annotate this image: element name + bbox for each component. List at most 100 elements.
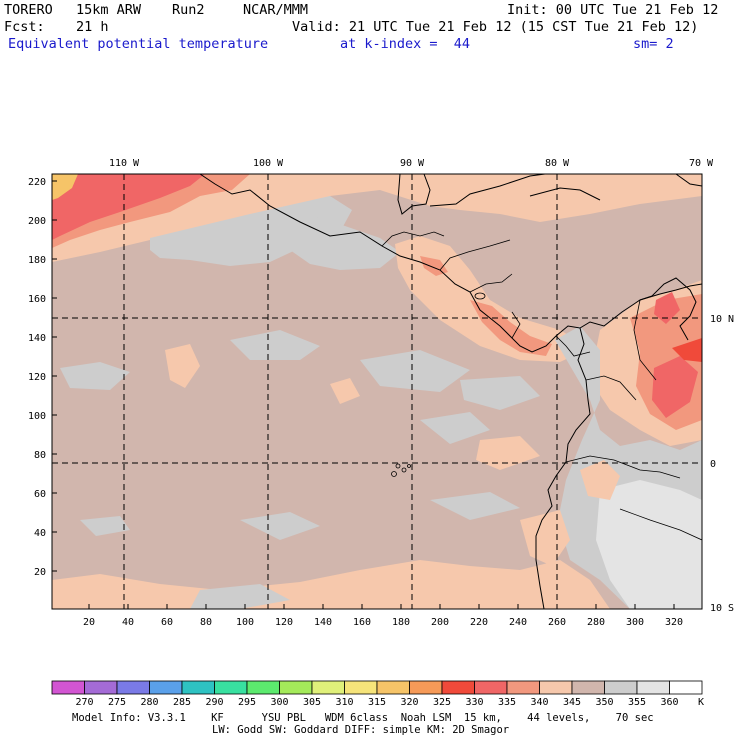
lon-label-90w: 90 W <box>400 158 425 169</box>
right-latitude-labels: 10 N 0 10 S <box>710 314 734 614</box>
y-label-100: 100 <box>28 411 46 422</box>
x-label-300: 300 <box>626 617 644 628</box>
coastline-cuba <box>529 187 601 201</box>
colorbar-swatch <box>51 680 85 695</box>
border-nicaragua <box>469 273 513 293</box>
colorbar-label: 350 <box>595 697 613 708</box>
field-340-north <box>52 174 702 262</box>
field-350-patch-8 <box>80 516 130 536</box>
colorbar-label: 335 <box>498 697 516 708</box>
colorbar-label: 270 <box>75 697 93 708</box>
y-label-40: 40 <box>34 528 46 539</box>
x-label-200: 200 <box>431 617 449 628</box>
y-label-200: 200 <box>28 216 46 227</box>
field-350-patch-4 <box>460 376 540 410</box>
x-label-160: 160 <box>353 617 371 628</box>
init-time: Init: 00 UTC Tue 21 Feb 12 <box>507 2 719 18</box>
colorbar-label: 340 <box>530 697 548 708</box>
field-340-peru <box>580 460 620 500</box>
map-frame <box>51 173 703 610</box>
colorbar <box>51 680 703 695</box>
border-costa-rica <box>511 311 521 339</box>
colorbar-swatch <box>344 680 378 695</box>
org-label: NCAR/MMM <box>243 2 309 18</box>
coastline-pacific-north <box>199 174 702 353</box>
border-honduras <box>439 239 511 271</box>
galapagos-island-3 <box>391 471 397 477</box>
field-340-patch-2 <box>330 378 360 404</box>
colorbar-swatch <box>84 680 118 695</box>
field-350-south-patch <box>190 584 290 609</box>
x-label-320: 320 <box>665 617 683 628</box>
field-330-nw <box>52 174 205 240</box>
y-label-20: 20 <box>34 567 46 578</box>
colorbar-label: 320 <box>400 697 418 708</box>
bottom-ticks <box>88 604 675 609</box>
x-label-20: 20 <box>83 617 95 628</box>
y-label-220: 220 <box>28 177 46 188</box>
lat-label-0: 0 <box>710 459 716 470</box>
lat-label-10n: 10 N <box>710 314 734 325</box>
x-label-220: 220 <box>470 617 488 628</box>
forecast-label: Fcst: <box>4 19 45 35</box>
left-ticks <box>52 180 57 572</box>
x-label-80: 80 <box>200 617 212 628</box>
colorbar-swatch <box>474 680 508 695</box>
field-340-south <box>52 560 610 609</box>
colorbar-swatch <box>279 680 313 695</box>
colorbar-unit: K <box>698 697 704 708</box>
colorbar-swatch <box>149 680 183 695</box>
colorbar-label: 300 <box>270 697 288 708</box>
x-label-180: 180 <box>392 617 410 628</box>
colorbar-swatch <box>116 680 150 695</box>
colorbar-label: 310 <box>335 697 353 708</box>
colorbar-swatch <box>409 680 443 695</box>
x-label-100: 100 <box>236 617 254 628</box>
field-325-colombia <box>672 338 702 362</box>
field-350-patch-1 <box>60 362 130 390</box>
field-330-venezuela <box>654 292 680 324</box>
colorbar-label: 315 <box>368 697 386 708</box>
left-grid-labels: 220 200 180 160 140 120 100 80 60 40 20 <box>28 177 46 578</box>
lake-nicaragua <box>474 292 486 300</box>
model-info: Model Info: V3.3.1 KF YSU PBL WDM 6class… <box>72 712 654 724</box>
forecast-hour: 21 h <box>76 19 109 35</box>
field-335-central-america <box>470 300 552 356</box>
field-350-patch-2 <box>230 330 320 360</box>
x-label-60: 60 <box>161 617 173 628</box>
x-label-140: 140 <box>314 617 332 628</box>
field-355-south <box>596 480 702 609</box>
field-340-patch-1 <box>165 344 200 388</box>
field-330-colombia <box>652 356 698 418</box>
lakes-and-islands <box>391 292 486 477</box>
colorbar-label: 345 <box>563 697 581 708</box>
field-350-north-band-2 <box>290 212 400 270</box>
border-ecuador-peru <box>565 455 681 479</box>
colorbar-label: 330 <box>465 697 483 708</box>
lat-lon-grid <box>52 174 702 609</box>
colorbar-swatch <box>376 680 410 695</box>
colorbar-swatch <box>539 680 573 695</box>
physics-info: LW: Godd SW: Goddard DIFF: simple KM: 2D… <box>212 724 510 736</box>
colorbar-swatch <box>506 680 540 695</box>
border-peru-brazil <box>619 508 702 541</box>
colorbar-label: 360 <box>660 697 678 708</box>
model-name: TORERO <box>4 2 53 18</box>
field-350-patch-6 <box>240 512 320 540</box>
colorbar-label: 285 <box>173 697 191 708</box>
y-label-180: 180 <box>28 255 46 266</box>
x-label-120: 120 <box>275 617 293 628</box>
resolution-label: 15km ARW <box>76 2 142 18</box>
x-label-240: 240 <box>509 617 527 628</box>
y-label-120: 120 <box>28 372 46 383</box>
colorbar-swatch <box>181 680 215 695</box>
y-label-140: 140 <box>28 333 46 344</box>
galapagos-island-4 <box>407 464 411 468</box>
bottom-grid-labels: 20 40 60 80 100 120 140 160 180 200 220 … <box>83 617 683 628</box>
lon-label-100w: 100 W <box>253 158 284 169</box>
colorbar-swatch <box>246 680 280 695</box>
run-label: Run2 <box>172 2 205 18</box>
field-320-nw <box>52 174 78 200</box>
y-label-60: 60 <box>34 489 46 500</box>
border-colombia-venezuela <box>633 299 657 381</box>
